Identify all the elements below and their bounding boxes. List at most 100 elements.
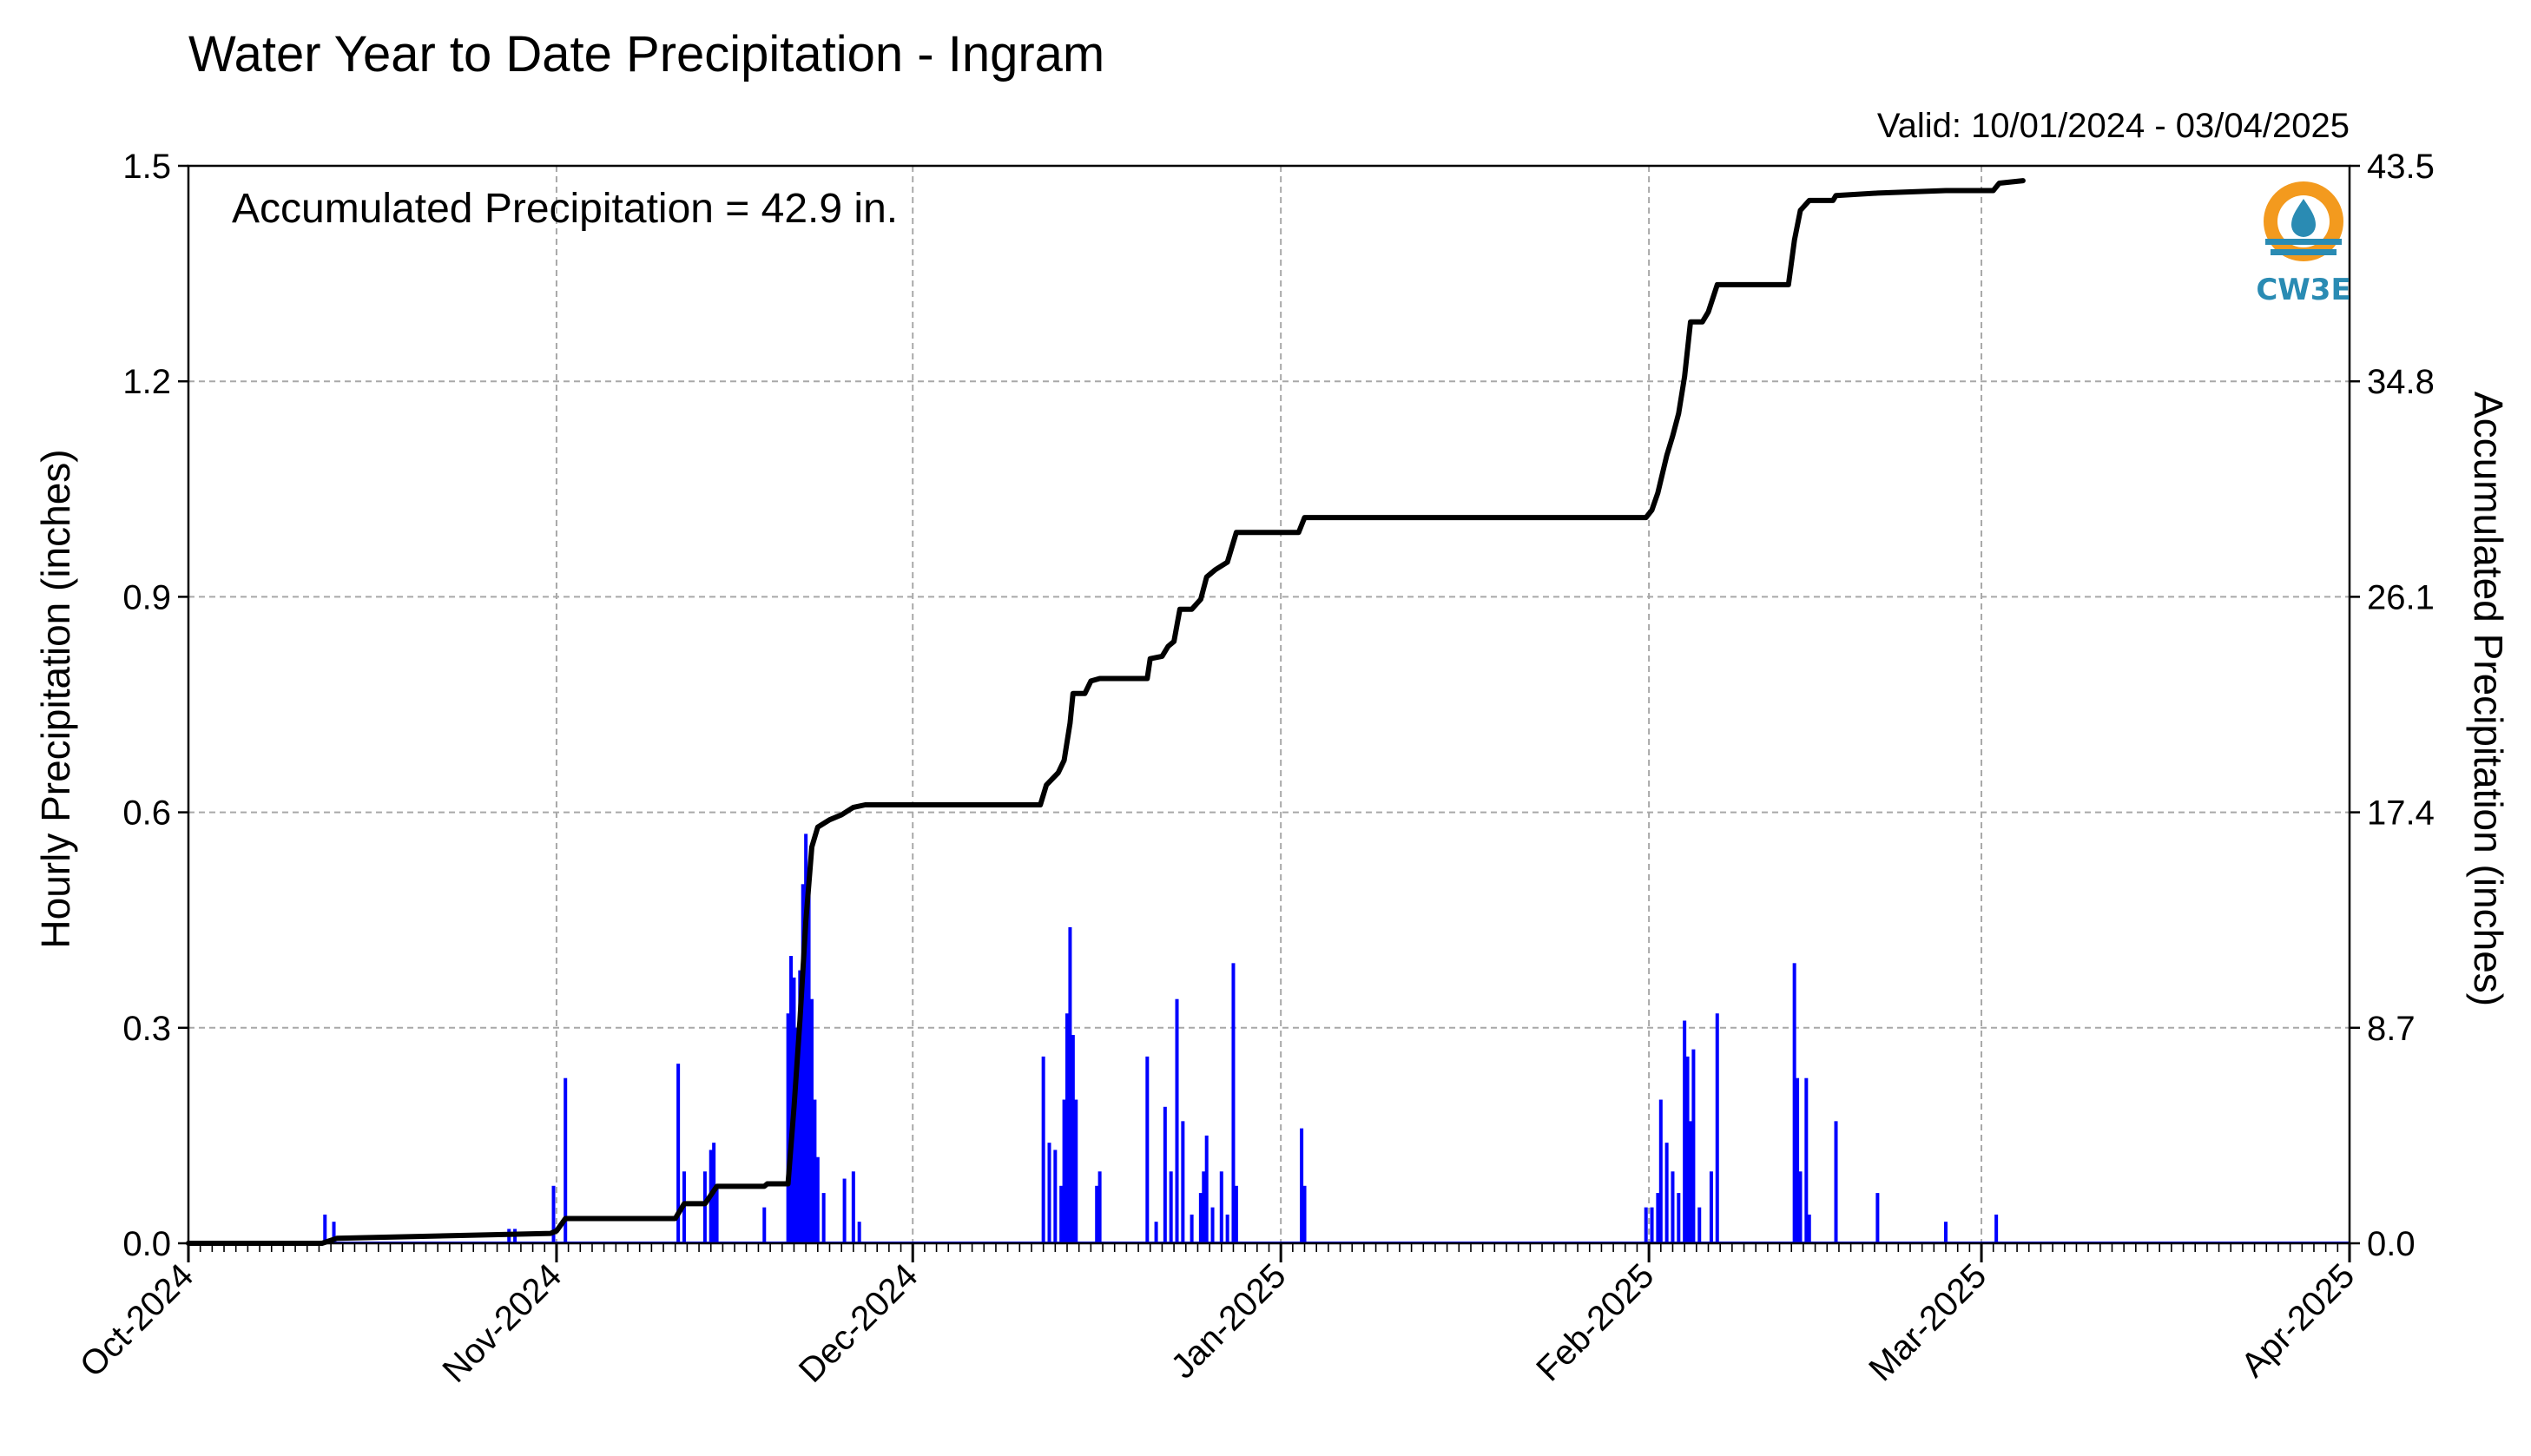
hourly-bar [1796,1077,1800,1243]
hourly-bar [1074,1099,1078,1243]
hourly-bar [1071,1035,1075,1243]
x-tick-label: Oct-2024 [73,1256,201,1384]
hourly-bar [1709,1171,1713,1243]
cw3e-logo: CW3E [2256,181,2351,307]
x-tick-label: Nov-2024 [436,1256,570,1390]
hourly-bar [1145,1056,1150,1243]
hourly-bar [1691,1049,1696,1243]
hourly-bar [1792,963,1796,1243]
hourly-bar [857,1222,861,1243]
logo-text: CW3E [2256,273,2350,307]
hourly-bar [794,1027,799,1243]
hourly-bar [851,1171,855,1243]
hourly-bar [1068,926,1072,1243]
hourly-bar [1154,1222,1158,1243]
hourly-bar [564,1077,568,1243]
hourly-bar [1688,1121,1692,1243]
hourly-bar [323,1214,327,1243]
hourly-bar [1234,1185,1238,1243]
hourly-bar [1095,1185,1099,1243]
hourly-bar [1062,1099,1066,1243]
hourly-bar [1804,1077,1809,1243]
hourly-bar [332,1222,336,1243]
valid-date-range: Valid: 10/01/2024 - 03/04/2025 [1877,107,2350,145]
hourly-bar [1219,1171,1223,1243]
hourly-bar [815,1156,820,1243]
right-y-tick-label: 43.5 [2367,148,2435,186]
logo-drop-icon [2291,199,2316,237]
hourly-bar [1650,1207,1654,1243]
hourly-bar [1204,1135,1209,1243]
hourly-bar [1202,1171,1206,1243]
x-tick-label: Jan-2025 [1163,1256,1293,1386]
hourly-bar [1658,1099,1663,1243]
x-tick-label: Dec-2024 [792,1256,926,1390]
hourly-bar [1198,1193,1203,1243]
hourly-bar [1300,1128,1304,1243]
hourly-bar [813,1099,817,1243]
x-tick-label: Apr-2025 [2234,1256,2362,1384]
grid-lines [188,166,2350,1243]
hourly-bar [1059,1185,1064,1243]
hourly-bar [1685,1056,1690,1243]
axis-ticks: 0.0 0.3 0.6 0.9 1.2 1.5 0.0 8.7 17.4 26.1 34.8 43.5… [73,148,2435,1390]
hourly-bar [676,1064,681,1243]
left-y-tick-label: 0.0 [122,1225,171,1263]
hourly-bar [789,956,794,1243]
right-axis-label: Accumulated Precipitation (inches) [2466,392,2511,1006]
x-tick-label: Mar-2025 [1862,1256,1994,1388]
accumulated-line-layer [186,178,2026,1246]
hourly-bar [1210,1207,1215,1243]
hourly-bar [1231,963,1236,1243]
hourly-bar [1065,1013,1070,1243]
logo-wave-2 [2271,249,2337,255]
left-y-tick-label: 0.3 [122,1010,171,1048]
x-tick-label: Feb-2025 [1529,1256,1661,1388]
hourly-bar [1807,1214,1811,1243]
hourly-bar [1047,1143,1051,1243]
hourly-bar [762,1207,767,1243]
accumulated-annotation: Accumulated Precipitation = 42.9 in. [232,186,898,232]
hourly-bar [1994,1214,1999,1243]
hourly-bar [821,1193,826,1243]
hourly-bar [804,833,808,1243]
hourly-bar [1677,1193,1681,1243]
right-y-tick-label: 8.7 [2367,1010,2416,1048]
hourly-bar [1302,1185,1307,1243]
hourly-bar [1169,1171,1173,1243]
left-axis-label: Hourly Precipitation (inches) [33,449,78,948]
left-y-tick-label: 1.2 [122,363,171,401]
hourly-bar [1697,1207,1702,1243]
hourly-bar [786,1013,790,1243]
hourly-bar [809,998,814,1243]
plot-frame [187,164,2351,1245]
right-y-tick-label: 17.4 [2367,794,2435,833]
hourly-bar [1664,1143,1669,1243]
hourly-bar [1683,1020,1687,1243]
chart-title: Water Year to Date Precipitation - Ingra… [188,26,1104,82]
hourly-bar [1834,1121,1838,1243]
right-y-tick-label: 0.0 [2367,1225,2416,1263]
right-y-tick-label: 26.1 [2367,578,2435,616]
hourly-bar [1181,1121,1185,1243]
hourly-bar [842,1178,847,1243]
hourly-bar [715,1185,719,1243]
hourly-bar [1875,1193,1880,1243]
hourly-bar [1163,1106,1167,1243]
hourly-bar [702,1171,707,1243]
hourly-bar [801,884,805,1243]
hourly-bars [188,833,2350,1243]
hourly-bar [551,1185,556,1243]
hourly-bar [1041,1056,1045,1243]
left-y-tick-label: 0.6 [122,794,171,833]
hourly-bar [1225,1214,1229,1243]
left-y-tick-label: 1.5 [122,148,171,186]
right-y-tick-label: 34.8 [2367,363,2435,401]
hourly-bar [1944,1222,1948,1243]
hourly-bar [807,884,811,1243]
hourly-bar [1644,1207,1648,1243]
hourly-bar [1715,1013,1719,1243]
accumulated-line [186,178,2026,1246]
left-y-tick-label: 0.9 [122,578,171,616]
hourly-bar [1097,1171,1102,1243]
